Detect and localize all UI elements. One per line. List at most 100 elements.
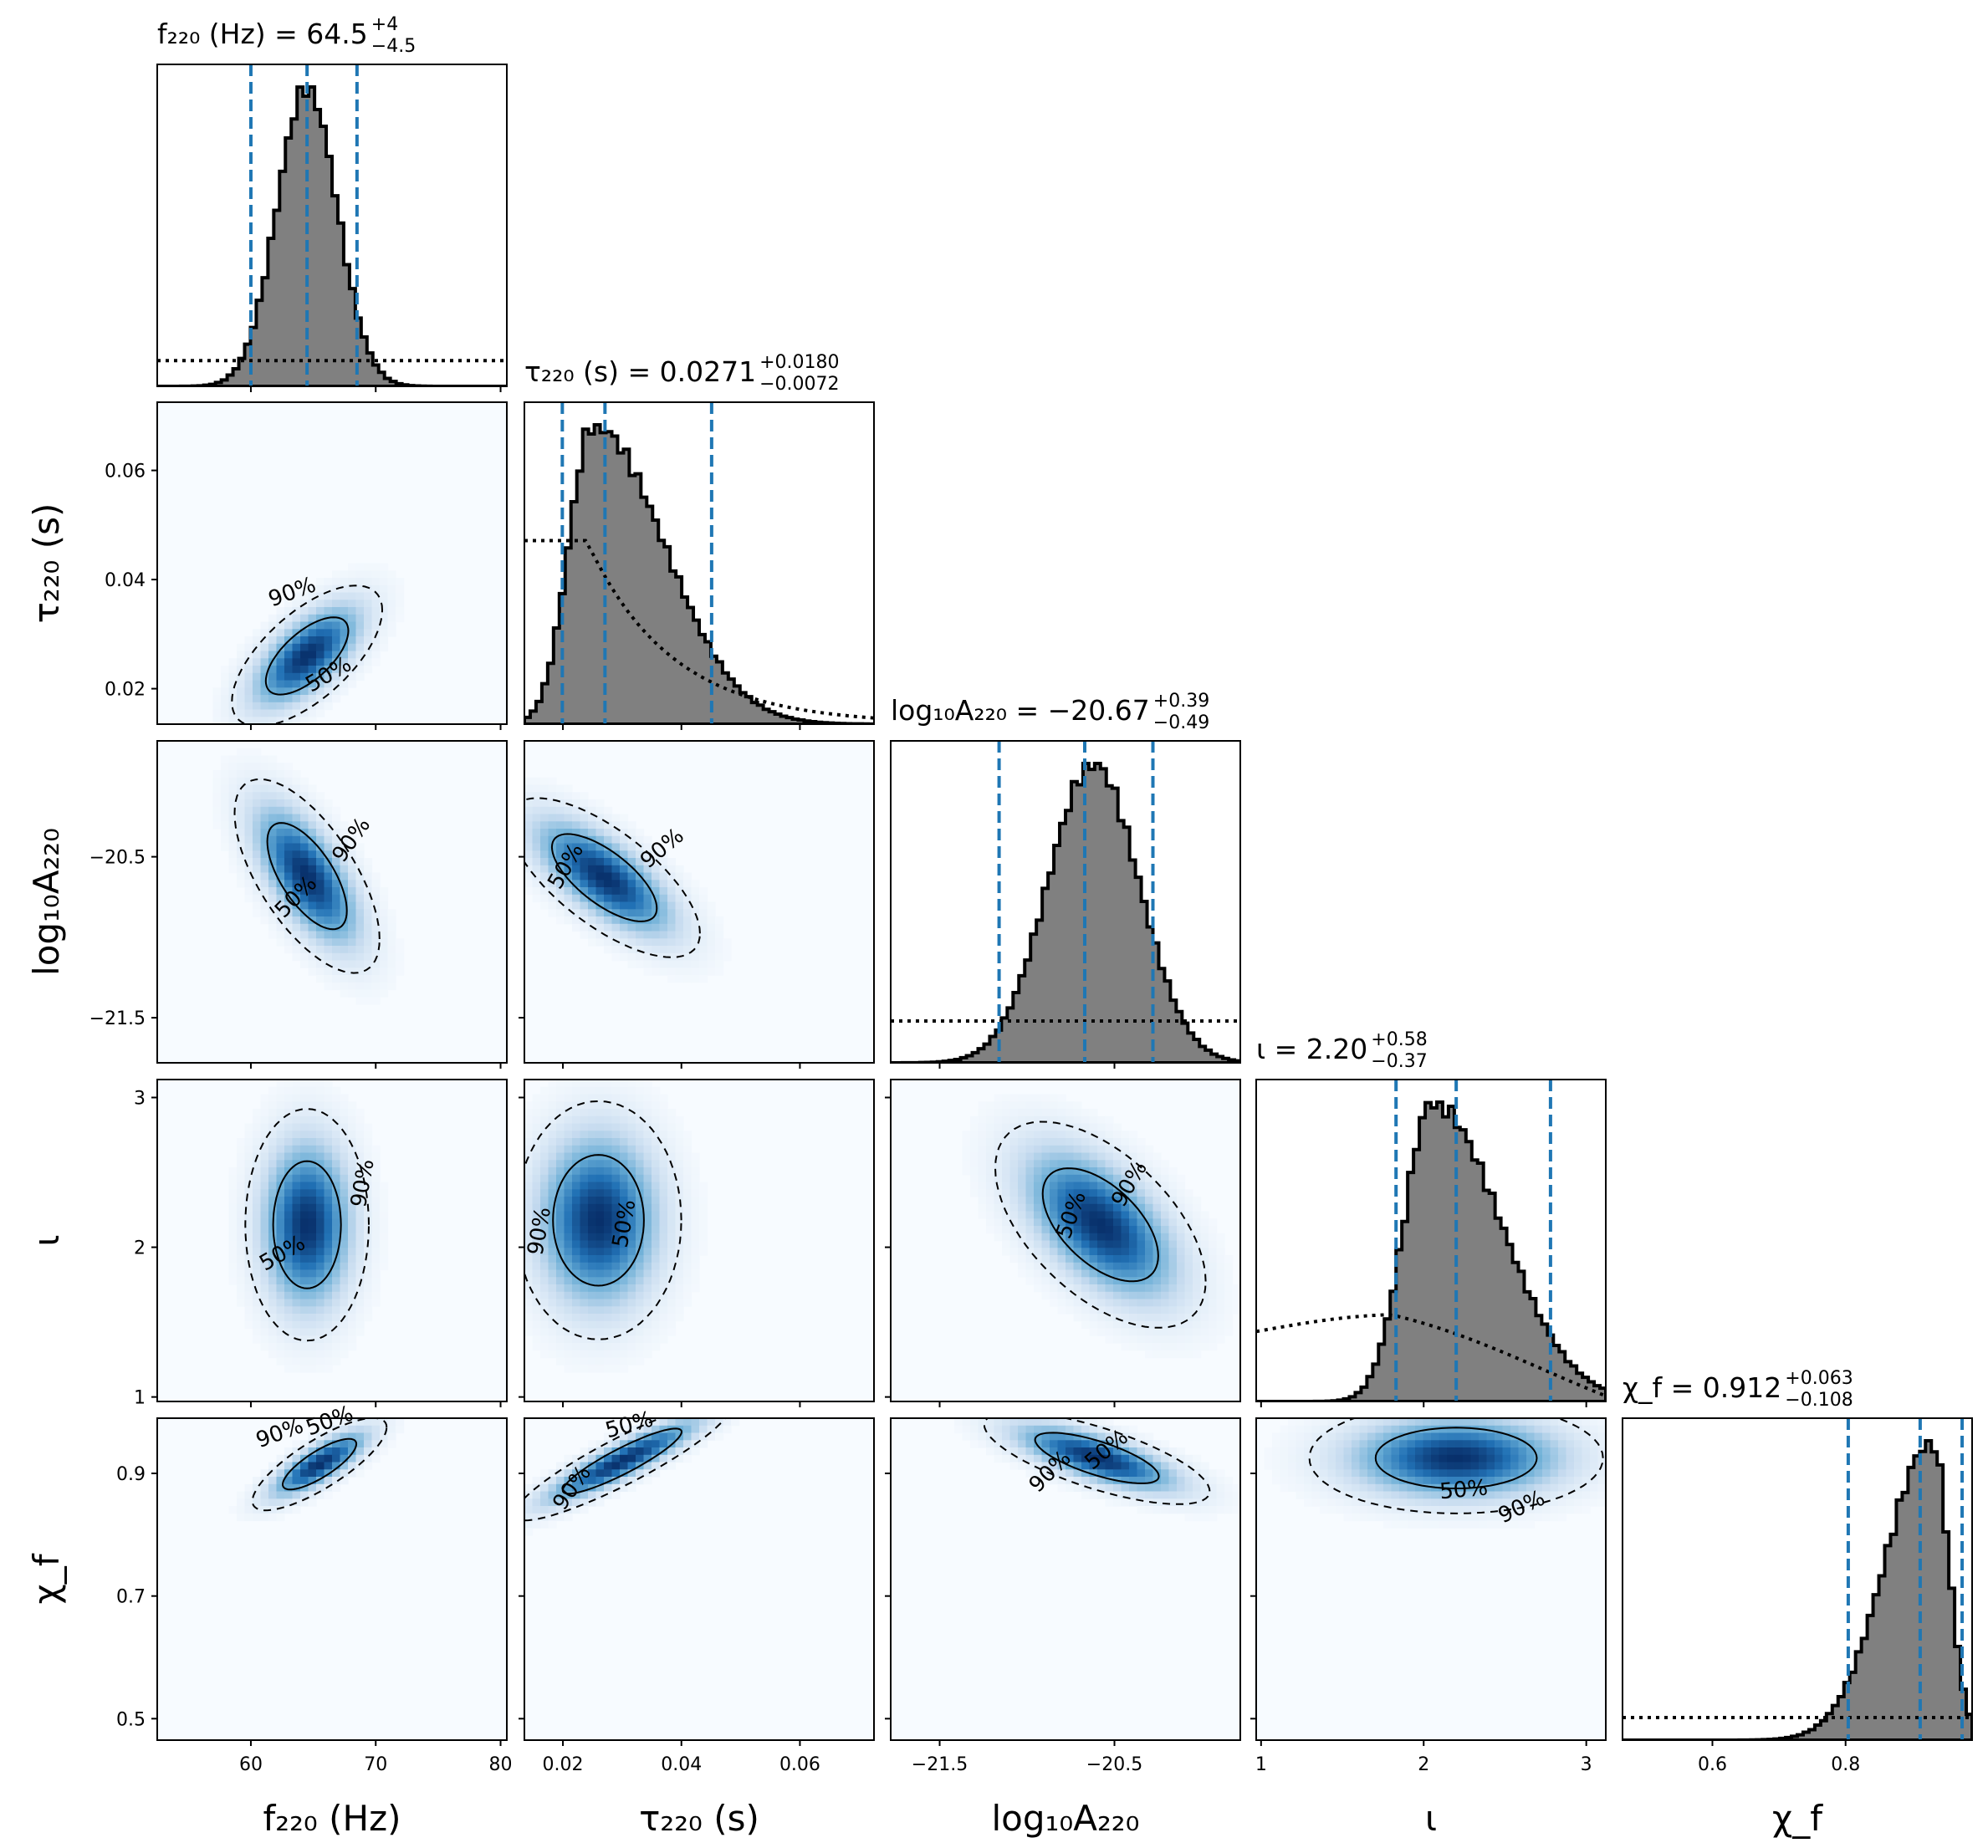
density-cell — [340, 687, 349, 696]
density-cell — [276, 1299, 285, 1307]
density-cell — [237, 643, 246, 652]
density-cell — [1470, 1513, 1480, 1522]
density-cell — [652, 1115, 661, 1125]
density-cell — [1089, 1211, 1098, 1219]
density-cell — [1066, 1152, 1075, 1161]
density-cell — [1495, 1462, 1504, 1470]
density-cell — [627, 1174, 636, 1183]
density-cell — [1502, 1462, 1511, 1470]
density-cell — [1002, 1218, 1011, 1227]
density-cell — [244, 1498, 253, 1507]
density-cell — [396, 960, 405, 968]
density-cell — [659, 865, 668, 874]
density-cell — [540, 835, 549, 845]
density-cell — [1129, 1131, 1138, 1139]
density-cell — [268, 1262, 278, 1271]
density-cell — [284, 1138, 294, 1146]
density-cell — [316, 1255, 325, 1263]
density-cell — [572, 1189, 581, 1197]
density-cell — [348, 1240, 357, 1248]
density-cell — [355, 938, 365, 947]
density-cell — [260, 901, 269, 910]
density-cell — [580, 814, 589, 822]
density-cell — [237, 799, 246, 808]
density-cell — [636, 938, 645, 947]
title-sup: +0.063 — [1785, 1368, 1853, 1389]
y-axis-label-chif: χ_f — [26, 1553, 67, 1604]
density-cell — [683, 1189, 692, 1197]
density-cell — [540, 901, 549, 910]
density-cell — [1073, 1269, 1082, 1278]
density-cell — [1352, 1418, 1361, 1427]
density-cell — [1129, 1226, 1138, 1234]
density-cell — [355, 1218, 365, 1227]
density-cell — [1184, 1454, 1193, 1463]
density-cell — [1168, 1240, 1178, 1248]
density-cell — [1081, 1248, 1091, 1256]
density-cell — [308, 1115, 317, 1125]
density-cell — [556, 1138, 565, 1146]
density-cell — [284, 1506, 294, 1514]
density-cell — [1343, 1469, 1352, 1478]
density-cell — [683, 1131, 692, 1139]
density-cell — [667, 1462, 677, 1470]
density-cell — [244, 858, 253, 866]
density-cell — [284, 1123, 294, 1131]
density-cell — [667, 1328, 677, 1336]
density-cell — [284, 1299, 294, 1307]
density-cell — [1184, 1328, 1193, 1336]
density-cell — [228, 666, 238, 674]
density-cell — [643, 1218, 652, 1227]
density-cell — [611, 1080, 621, 1088]
density-cell — [1073, 1145, 1082, 1154]
density-cell — [1367, 1513, 1377, 1522]
density-cell — [636, 1284, 645, 1293]
density-cell — [1066, 1182, 1075, 1190]
density-cell — [308, 909, 317, 917]
density-cell — [1097, 1440, 1106, 1448]
density-cell — [652, 894, 661, 903]
density-cell — [284, 1335, 294, 1344]
density-cell — [667, 1203, 677, 1212]
density-cell — [308, 672, 317, 682]
density-cell — [1495, 1469, 1504, 1478]
density-cell — [683, 1203, 692, 1212]
density-cell — [340, 1306, 349, 1315]
density-cell — [253, 814, 262, 822]
density-cell — [355, 960, 365, 968]
density-cell — [284, 792, 294, 800]
density-cell — [564, 1123, 573, 1131]
density-cell — [572, 1248, 581, 1256]
density-cell — [548, 1269, 557, 1278]
density-cell — [300, 717, 309, 724]
density-cell — [348, 1138, 357, 1146]
density-cell — [340, 585, 349, 594]
density-cell — [1502, 1483, 1511, 1493]
density-cell — [588, 1462, 597, 1470]
density-cell — [540, 1131, 549, 1139]
density-cell — [1105, 1269, 1114, 1278]
density-cell — [707, 901, 716, 910]
density-cell — [627, 894, 636, 903]
density-cell — [316, 799, 325, 808]
density-cell — [564, 872, 573, 881]
density-cell — [611, 1094, 621, 1102]
density-cell — [1454, 1447, 1464, 1456]
density-cell — [348, 1440, 357, 1448]
density-cell — [620, 1203, 629, 1212]
density-cell — [228, 1255, 238, 1263]
density-cell — [1352, 1506, 1361, 1514]
density-cell — [253, 709, 262, 717]
density-cell — [532, 792, 541, 800]
density-cell — [348, 1291, 357, 1300]
density-cell — [1264, 1462, 1273, 1470]
density-cell — [260, 755, 269, 763]
density-cell — [396, 592, 405, 600]
density-cell — [228, 821, 238, 830]
density-cell — [268, 1123, 278, 1131]
density-cell — [1415, 1491, 1424, 1499]
density-cell — [1168, 1350, 1178, 1359]
density-cell — [595, 1086, 605, 1095]
density-cell — [371, 592, 381, 600]
density-cell — [580, 1291, 589, 1300]
